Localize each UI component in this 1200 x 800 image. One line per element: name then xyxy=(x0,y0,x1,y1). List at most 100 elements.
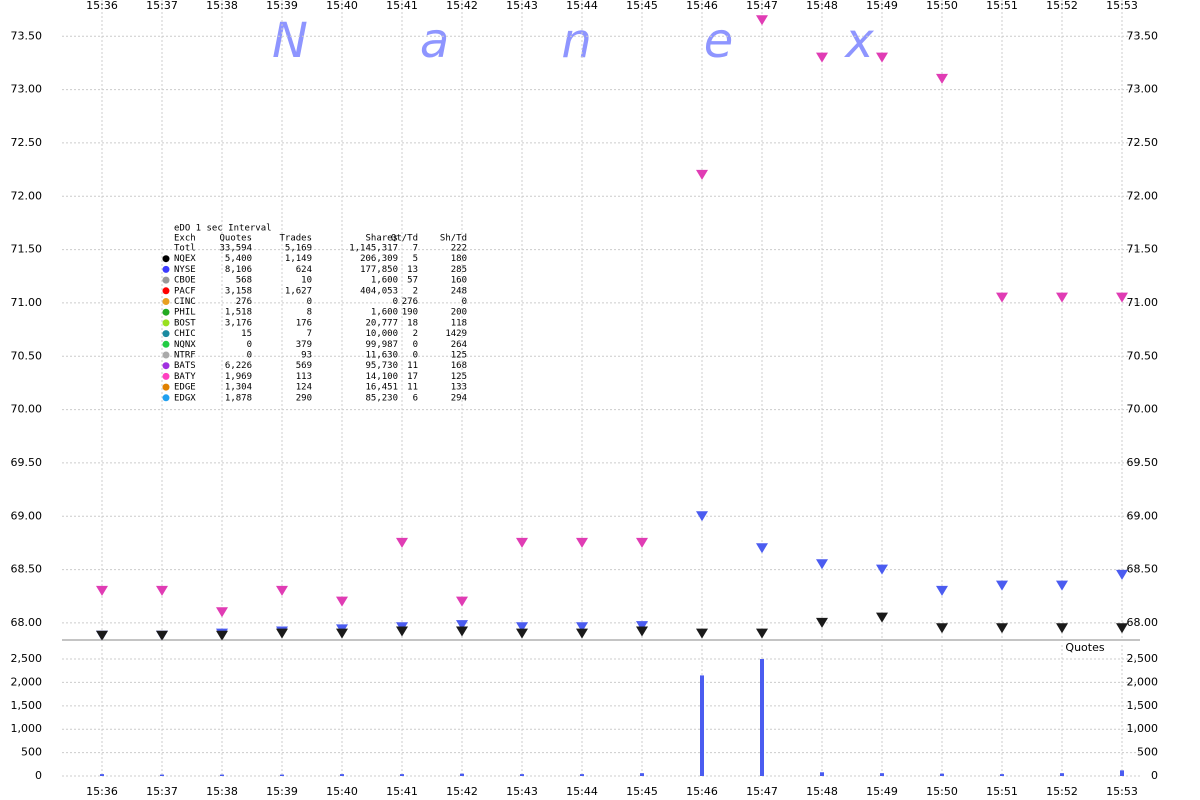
bar xyxy=(940,773,944,776)
y-tick-label: 71.50 xyxy=(11,243,43,256)
price-marker xyxy=(156,630,168,641)
price-marker xyxy=(936,623,948,634)
x-tick-label: 15:42 xyxy=(446,785,478,798)
table-cell: 276 xyxy=(236,297,252,307)
table-cell: 264 xyxy=(451,340,467,350)
y-tick-label: 70.50 xyxy=(1127,349,1159,362)
x-tick-label: 15:41 xyxy=(386,785,418,798)
price-marker xyxy=(936,73,948,84)
column-header: Exch xyxy=(174,234,196,244)
price-marker xyxy=(576,622,588,633)
bar xyxy=(280,774,284,776)
bar xyxy=(160,774,164,776)
price-marker xyxy=(636,621,648,632)
price-marker xyxy=(996,292,1008,303)
y-tick-label: 2,000 xyxy=(11,675,43,688)
table-cell: BOST xyxy=(174,318,196,328)
y-tick-label: 2,500 xyxy=(1127,652,1159,665)
legend-swatch xyxy=(162,255,170,263)
price-marker xyxy=(1056,623,1068,634)
x-tick-label: 15:52 xyxy=(1046,785,1078,798)
table-cell: EDGX xyxy=(174,393,196,403)
table-cell: 10 xyxy=(301,276,312,286)
bar xyxy=(700,675,704,776)
table-cell: 7 xyxy=(413,244,418,254)
table-cell: 1,600 xyxy=(371,308,398,318)
table-cell: 113 xyxy=(296,372,312,382)
x-tick-label: 15:50 xyxy=(926,785,958,798)
table-cell: 85,230 xyxy=(365,393,398,403)
x-tick-label: 15:46 xyxy=(686,785,718,798)
price-marker xyxy=(336,628,348,639)
column-header: Qt/Td xyxy=(391,234,418,244)
x-tick-label: 15:48 xyxy=(806,785,838,798)
y-tick-label: 73.00 xyxy=(11,83,43,96)
legend-swatch xyxy=(162,276,170,284)
y-tick-label: 73.50 xyxy=(1127,29,1159,42)
column-header: Quotes xyxy=(219,234,252,244)
x-tick-label: 15:50 xyxy=(926,0,958,12)
table-cell: 5,400 xyxy=(225,254,252,264)
bar xyxy=(1120,770,1124,776)
table-cell: 0 xyxy=(462,297,467,307)
y-tick-label: 72.00 xyxy=(11,189,43,202)
column-header: Shares xyxy=(365,234,398,244)
x-tick-label: 15:40 xyxy=(326,785,358,798)
x-tick-label: 15:43 xyxy=(506,0,538,12)
price-marker xyxy=(1116,569,1128,580)
x-tick-label: 15:41 xyxy=(386,0,418,12)
price-marker xyxy=(996,623,1008,634)
x-tick-label: 15:38 xyxy=(206,0,238,12)
x-tick-label: 15:38 xyxy=(206,785,238,798)
table-cell: 57 xyxy=(407,276,418,286)
price-marker xyxy=(1056,292,1068,303)
bar xyxy=(580,774,584,776)
legend-swatch xyxy=(162,287,170,295)
table-cell: PHIL xyxy=(174,308,196,318)
bar xyxy=(400,774,404,776)
table-cell: 16,451 xyxy=(365,383,398,393)
table-cell: 0 xyxy=(307,297,312,307)
y-tick-label: 69.50 xyxy=(1127,456,1159,469)
legend-swatch xyxy=(162,394,170,402)
bar xyxy=(1060,773,1064,776)
y-tick-label: 70.50 xyxy=(11,349,43,362)
table-cell: 624 xyxy=(296,265,312,275)
legend-swatch xyxy=(162,298,170,305)
table-cell: EDGE xyxy=(174,383,196,393)
price-marker xyxy=(936,585,948,596)
y-tick-label: 2,000 xyxy=(1127,675,1159,688)
table-cell: 11 xyxy=(407,361,418,371)
y-tick-label: 500 xyxy=(21,746,42,759)
price-marker xyxy=(876,564,888,575)
table-cell: CHIC xyxy=(174,329,196,339)
column-header: Sh/Td xyxy=(440,234,467,244)
x-tick-label: 15:49 xyxy=(866,0,898,12)
table-cell: NYSE xyxy=(174,265,196,275)
bar xyxy=(760,659,764,776)
price-marker xyxy=(396,537,408,548)
watermark: Nanex xyxy=(272,13,986,69)
x-tick-label: 15:49 xyxy=(866,785,898,798)
y-tick-label: 69.00 xyxy=(11,509,43,522)
legend-swatch xyxy=(162,330,170,338)
x-tick-label: 15:51 xyxy=(986,785,1018,798)
y-tick-label: 68.50 xyxy=(11,563,43,576)
legend-swatch xyxy=(162,362,170,370)
table-cell: 1,304 xyxy=(225,383,252,393)
table-cell: 133 xyxy=(451,383,467,393)
price-marker xyxy=(576,628,588,639)
table-cell: 1,145,317 xyxy=(349,244,398,254)
x-tick-label: 15:48 xyxy=(806,0,838,12)
table-cell: 17 xyxy=(407,372,418,382)
price-marker xyxy=(276,628,288,639)
y-tick-label: 73.50 xyxy=(11,29,43,42)
x-tick-label: 15:37 xyxy=(146,785,178,798)
table-cell: 248 xyxy=(451,286,467,296)
price-marker xyxy=(816,52,828,63)
y-tick-label: 1,500 xyxy=(1127,699,1159,712)
table-cell: 99,987 xyxy=(365,340,398,350)
table-cell: BATY xyxy=(174,372,196,382)
